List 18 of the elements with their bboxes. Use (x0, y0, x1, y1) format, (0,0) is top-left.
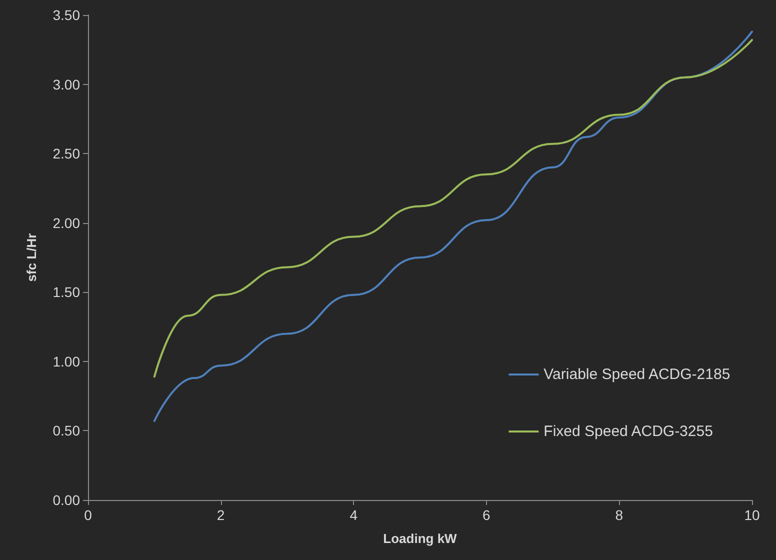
legend-label: Variable Speed ACDG-2185 (544, 366, 730, 383)
x-tick-label: 4 (350, 507, 358, 523)
x-tick-label: 6 (482, 507, 490, 523)
y-tick-label: 1.50 (52, 284, 80, 300)
legend-label: Fixed Speed ACDG-3255 (544, 423, 713, 440)
y-tick-label: 3.50 (52, 7, 80, 23)
y-tick-label: 0.00 (52, 492, 80, 508)
y-tick-label: 2.50 (52, 146, 80, 162)
y-tick-label: 3.00 (52, 76, 80, 92)
x-tick-label: 2 (216, 507, 225, 523)
x-tick-label: 10 (744, 507, 760, 523)
y-tick-label: 2.00 (52, 214, 80, 231)
y-tick-label: 1.00 (52, 353, 80, 370)
y-tick-label: 0.50 (52, 422, 80, 439)
x-tick-label: 0 (84, 507, 92, 523)
x-axis-title: Loading kW (383, 531, 458, 546)
y-axis-title: sfc L/Hr (24, 233, 39, 282)
x-tick-label: 8 (615, 507, 624, 523)
